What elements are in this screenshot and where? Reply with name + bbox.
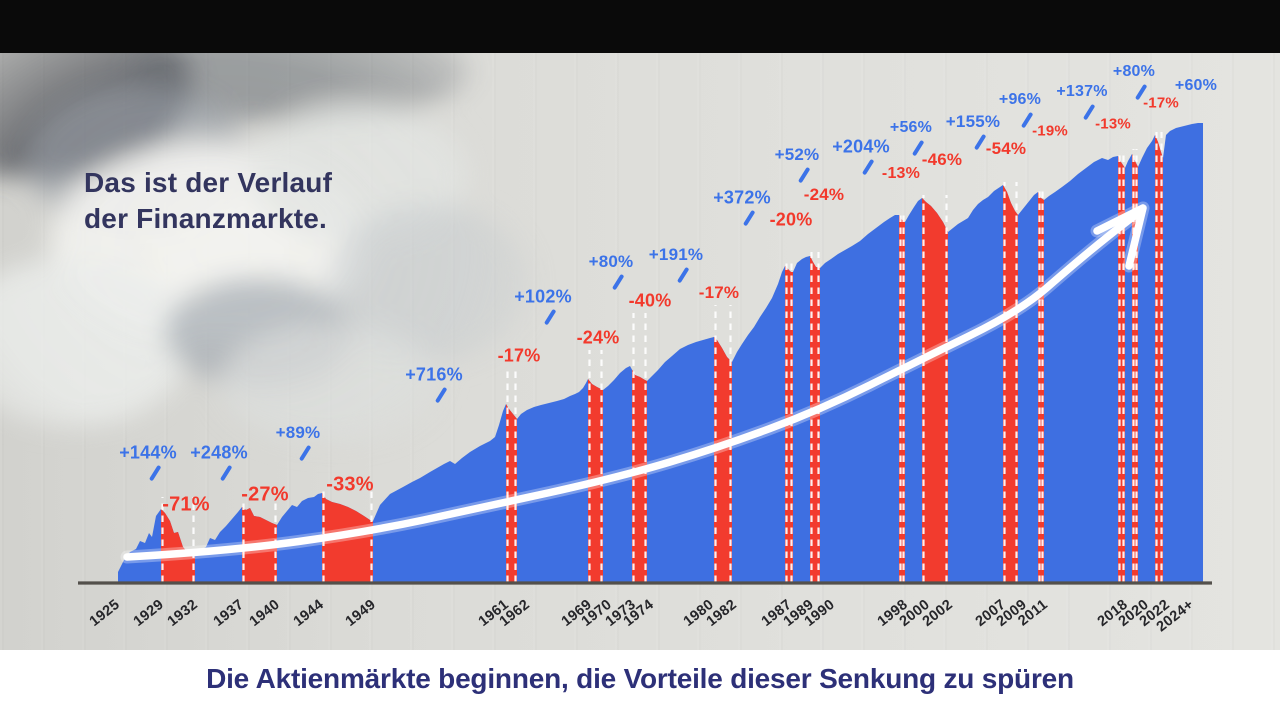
trend-arrow-shaft bbox=[123, 209, 1142, 561]
loss-percent-label: -54% bbox=[985, 139, 1027, 158]
gain-percent-label: +89% bbox=[275, 423, 321, 442]
gain-percent-label: +56% bbox=[889, 119, 933, 136]
chart-stage: Das ist der Verlauf der Finanzmarkte. +1… bbox=[0, 53, 1280, 650]
gain-percent-label: +191% bbox=[648, 245, 704, 264]
gain-percent-label: +372% bbox=[713, 187, 771, 208]
gain-slash-mark bbox=[543, 308, 557, 326]
gain-slash-mark bbox=[148, 464, 162, 482]
chart-title-line-2: der Finanzmarkte. bbox=[84, 203, 328, 234]
loss-percent-label: -46% bbox=[921, 150, 963, 169]
gain-percent-label: +52% bbox=[774, 145, 820, 164]
loss-percent-label: -27% bbox=[241, 483, 289, 506]
gain-percent-label: +716% bbox=[405, 364, 463, 385]
subtitle-bar: Die Aktienmärkte beginnen, die Vorteile … bbox=[0, 650, 1280, 720]
loss-percent-label: -13% bbox=[1095, 115, 1131, 133]
background-photo-art bbox=[0, 53, 530, 443]
gain-percent-label: +137% bbox=[1056, 83, 1108, 100]
gain-slash-mark bbox=[676, 266, 690, 284]
bear-market-area-3 bbox=[506, 404, 517, 583]
gain-slash-mark bbox=[973, 133, 987, 151]
loss-percent-label: -33% bbox=[326, 473, 374, 496]
gain-percent-label: +248% bbox=[190, 442, 248, 463]
loss-percent-label: -13% bbox=[881, 165, 921, 182]
background-photo bbox=[0, 53, 560, 493]
bear-market-area-13 bbox=[1118, 156, 1125, 583]
gain-percent-label: +80% bbox=[588, 252, 634, 271]
loss-percent-label: -24% bbox=[803, 185, 845, 204]
gain-slash-mark bbox=[434, 386, 448, 404]
bear-market-area-6 bbox=[714, 337, 732, 583]
gain-slash-mark bbox=[219, 464, 233, 482]
gain-percent-label: +204% bbox=[832, 136, 890, 157]
loss-percent-label: -19% bbox=[1032, 122, 1068, 140]
loss-percent-label: -71% bbox=[162, 493, 210, 516]
gain-percent-label: +96% bbox=[998, 91, 1042, 108]
gain-percent-label: +155% bbox=[945, 112, 1001, 131]
gain-slash-mark bbox=[742, 209, 756, 227]
bear-market-area-9 bbox=[899, 215, 905, 583]
loss-percent-label: -17% bbox=[1143, 94, 1179, 112]
chart-title-line-1: Das ist der Verlauf bbox=[84, 167, 333, 198]
loss-percent-label: -17% bbox=[698, 283, 740, 302]
gain-percent-label: +80% bbox=[1112, 63, 1156, 80]
bear-market-area-11 bbox=[1003, 185, 1018, 583]
percent-labels-layer: +144% +248% +89% +716% +102% +80% +191% +372% +5… bbox=[0, 53, 1280, 650]
gain-slash-mark bbox=[797, 166, 811, 184]
gain-percent-label: +102% bbox=[514, 286, 572, 307]
bear-market-area-10 bbox=[922, 198, 948, 583]
loss-percent-label: -17% bbox=[497, 345, 541, 366]
gain-slash-mark bbox=[861, 158, 875, 176]
gain-percent-label: +60% bbox=[1174, 77, 1218, 94]
gain-slash-mark bbox=[298, 444, 312, 462]
top-letterbox-bar bbox=[0, 0, 1280, 53]
loss-percent-label: -20% bbox=[769, 209, 813, 230]
bear-market-area-2 bbox=[322, 493, 373, 583]
gain-percent-label: +144% bbox=[119, 442, 177, 463]
gain-slash-mark bbox=[611, 273, 625, 291]
market-area-chart bbox=[78, 123, 1212, 585]
gain-slash-mark bbox=[1082, 103, 1096, 121]
bear-market-area-0 bbox=[161, 509, 195, 583]
loss-percent-label: -40% bbox=[628, 290, 672, 311]
chart-title: Das ist der Verlauf der Finanzmarkte. bbox=[84, 165, 332, 237]
bear-market-area-5 bbox=[632, 369, 647, 583]
trend-arrowhead bbox=[1093, 204, 1147, 270]
subtitle-text: Die Aktienmärkte beginnen, die Vorteile … bbox=[206, 663, 1074, 694]
loss-percent-label: -24% bbox=[576, 327, 620, 348]
